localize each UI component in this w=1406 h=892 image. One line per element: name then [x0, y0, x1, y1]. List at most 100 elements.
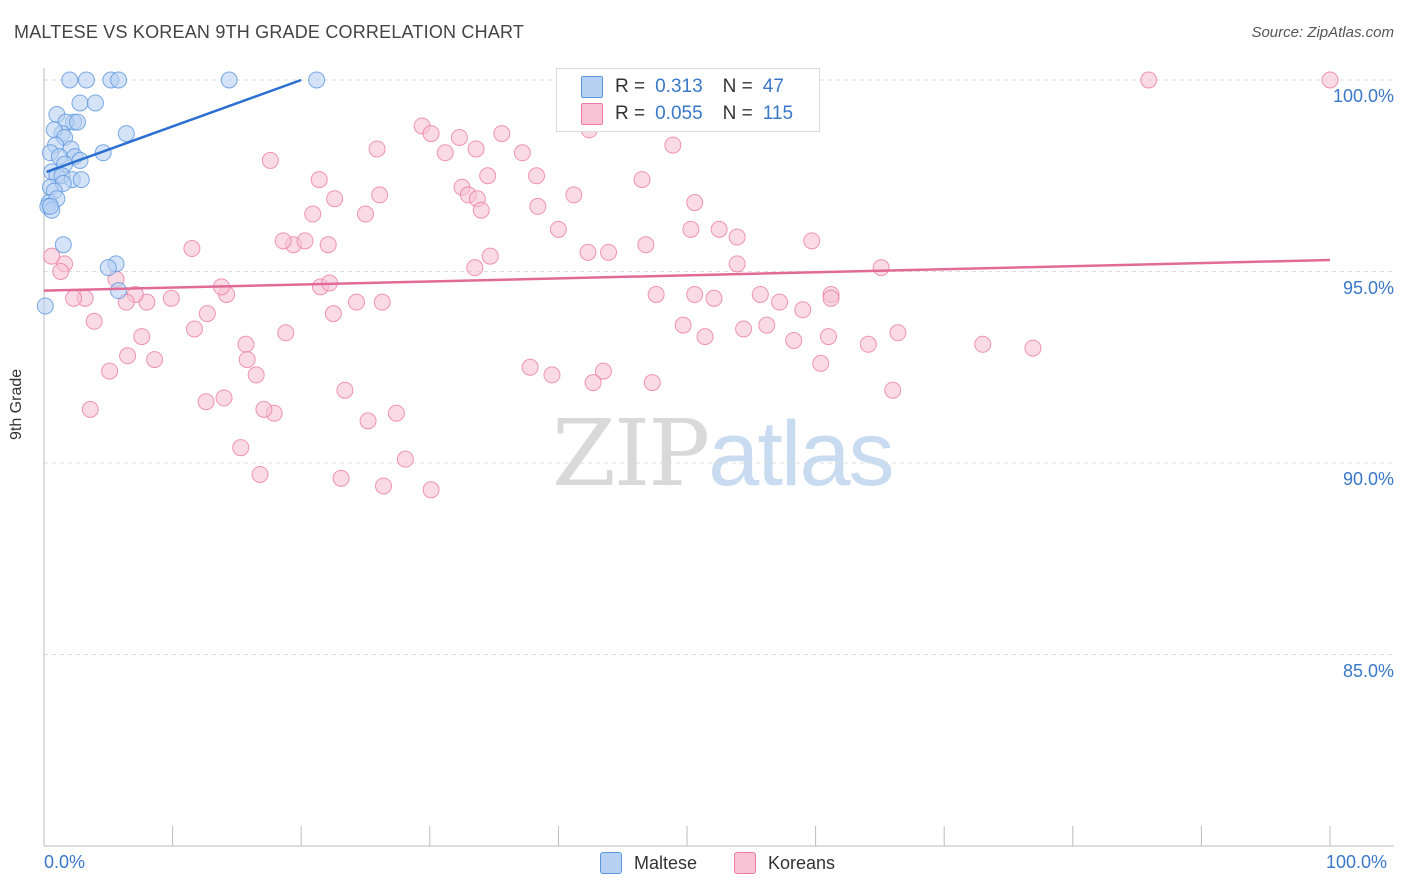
- koreans-point: [728, 228, 746, 246]
- koreans-point: [336, 381, 354, 399]
- y-tick-label: 85.0%: [1342, 660, 1394, 681]
- koreans-point: [347, 293, 365, 311]
- koreans-point: [664, 136, 682, 154]
- n-label: N =: [722, 103, 753, 124]
- legend-row-koreans: R = 0.055 N = 115: [581, 101, 794, 127]
- maltese-n-value: 47: [762, 76, 784, 97]
- koreans-point: [1024, 339, 1042, 357]
- maltese-point: [99, 259, 117, 277]
- chart-source: Source: ZipAtlas.com: [1251, 24, 1394, 41]
- maltese-point: [72, 171, 90, 189]
- koreans-point: [197, 393, 215, 411]
- maltese-r-value: 0.313: [655, 76, 703, 97]
- koreans-point: [682, 220, 700, 238]
- koreans-point: [198, 305, 216, 323]
- koreans-point: [735, 320, 753, 338]
- koreans-point: [85, 312, 103, 330]
- koreans-point: [1140, 71, 1158, 89]
- koreans-point: [528, 167, 546, 185]
- koreans-point: [812, 354, 830, 372]
- maltese-point: [220, 71, 238, 89]
- koreans-point: [822, 289, 840, 307]
- koreans-point: [481, 247, 499, 265]
- koreans-point: [185, 320, 203, 338]
- maltese-point: [110, 71, 128, 89]
- koreans-point: [422, 481, 440, 499]
- maltese-point: [41, 197, 59, 215]
- koreans-point: [319, 236, 337, 254]
- koreans-point: [310, 171, 328, 189]
- koreans-point: [493, 125, 511, 143]
- koreans-point: [387, 404, 405, 422]
- koreans-point: [751, 285, 769, 303]
- n-label: N =: [722, 76, 753, 97]
- koreans-point: [436, 144, 454, 162]
- koreans-point: [261, 151, 279, 169]
- koreans-point: [479, 167, 497, 185]
- maltese-point: [61, 71, 79, 89]
- legend-item-koreans: Koreans: [734, 852, 835, 874]
- y-tick-label: 90.0%: [1342, 469, 1394, 489]
- koreans-point: [549, 220, 567, 238]
- koreans-point: [238, 351, 256, 369]
- koreans-point: [872, 259, 890, 277]
- r-label: R =: [615, 76, 646, 97]
- koreans-point: [52, 263, 70, 280]
- koreans-point: [133, 328, 151, 346]
- koreans-point: [183, 240, 201, 258]
- koreans-n-value: 115: [762, 103, 794, 124]
- koreans-point: [450, 128, 468, 146]
- koreans-point: [368, 140, 386, 158]
- maltese-point: [36, 297, 54, 315]
- stats-legend: R = 0.313 N = 47 R = 0.055 N = 115: [556, 68, 820, 132]
- koreans-point: [974, 335, 992, 353]
- koreans-point: [304, 205, 322, 223]
- koreans-point: [529, 197, 547, 215]
- koreans-point: [232, 439, 250, 457]
- koreans-point: [696, 328, 714, 346]
- watermark: ZIPatlas: [552, 400, 895, 507]
- koreans-swatch: [581, 103, 603, 125]
- legend-label-maltese: Maltese: [634, 852, 698, 873]
- koreans-point: [467, 140, 485, 158]
- koreans-point: [375, 477, 393, 495]
- koreans-point: [819, 328, 837, 346]
- koreans-point: [710, 220, 728, 238]
- koreans-point: [785, 331, 803, 349]
- watermark-zip: ZIP: [552, 400, 710, 507]
- watermark-atlas: atlas: [708, 403, 894, 505]
- koreans-point: [579, 243, 597, 261]
- koreans-point: [81, 400, 99, 418]
- koreans-point: [296, 232, 314, 250]
- y-tick-label: 95.0%: [1342, 277, 1394, 298]
- legend-label-koreans: Koreans: [768, 852, 836, 873]
- koreans-point: [1321, 71, 1339, 89]
- koreans-point: [65, 289, 83, 307]
- y-axis-label: 9th Grade: [8, 368, 25, 440]
- koreans-point: [686, 194, 704, 212]
- x-tick-label-min: 0.0%: [44, 852, 86, 872]
- maltese-point: [110, 282, 128, 300]
- koreans-point: [359, 412, 377, 430]
- maltese-point: [86, 94, 104, 112]
- koreans-point: [324, 305, 342, 323]
- koreans-point: [637, 236, 655, 254]
- koreans-point: [884, 381, 902, 399]
- koreans-point: [146, 351, 164, 369]
- koreans-point: [705, 289, 723, 307]
- koreans-point: [101, 362, 119, 380]
- maltese-point: [54, 236, 72, 254]
- koreans-point: [371, 186, 389, 204]
- koreans-point: [594, 362, 612, 380]
- r-label: R =: [615, 103, 646, 124]
- koreans-trend-line: [43, 258, 1331, 292]
- maltese-point: [71, 94, 89, 112]
- koreans-point: [803, 232, 821, 250]
- koreans-point: [255, 400, 273, 418]
- koreans-r-value: 0.055: [655, 103, 703, 124]
- koreans-point: [472, 201, 490, 219]
- koreans-point: [251, 465, 269, 483]
- maltese-trend-line: [46, 78, 302, 174]
- maltese-points: [36, 71, 326, 315]
